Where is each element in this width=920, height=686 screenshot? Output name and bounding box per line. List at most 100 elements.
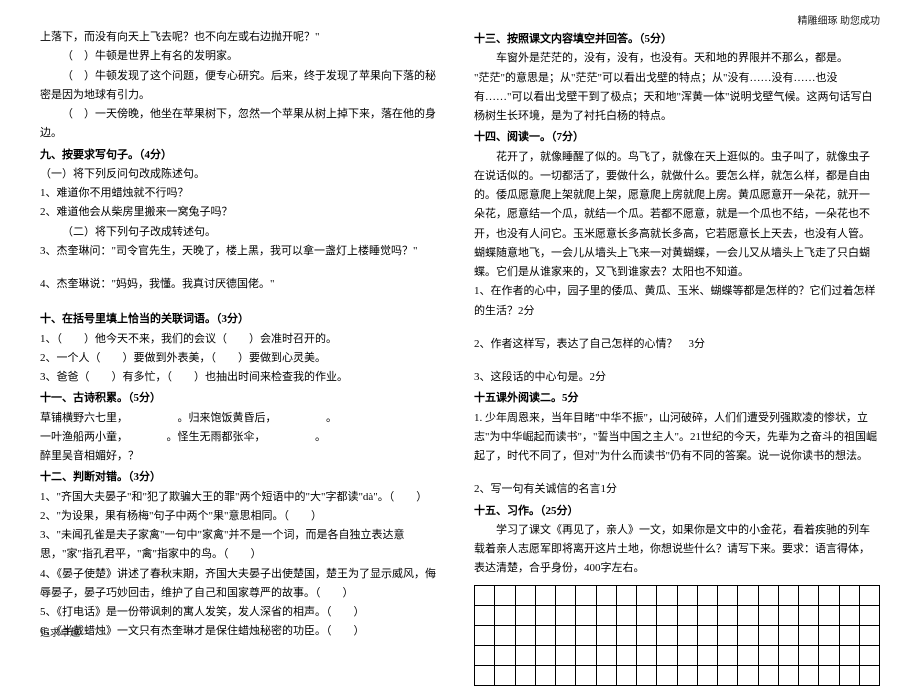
writing-grid-cell — [839, 665, 859, 685]
writing-grid-cell — [515, 585, 535, 605]
section-11-line1: 草铺横野六七里， 。归来饱饭黄昏后， 。 — [40, 409, 446, 428]
section-9-q3: 3、杰奎琳问："司令官先生，天晚了，楼上黑，我可以拿一盏灯上楼睡觉吗？" — [40, 242, 446, 261]
writing-grid-cell — [839, 645, 859, 665]
left-column: 上落下，而没有向天上飞去呢？也不向左或右边抛开呢？" （ ）牛顿是世界上有名的发… — [40, 28, 446, 686]
writing-grid-cell — [616, 585, 636, 605]
writing-grid-cell — [677, 605, 697, 625]
writing-grid-cell — [556, 625, 576, 645]
writing-grid-cell — [596, 645, 616, 665]
writing-grid-cell — [596, 585, 616, 605]
writing-grid-cell — [778, 585, 798, 605]
section-13-p2: "茫茫"的意思是；从"茫茫"可以看出戈壁的特点；从"没有……没有……也没有……"… — [474, 69, 880, 127]
writing-grid-cell — [718, 585, 738, 605]
section-11-line3: 醉里吴音相媚好，？ — [40, 447, 446, 466]
writing-grid-cell — [697, 585, 717, 605]
writing-grid-cell — [799, 665, 819, 685]
section-9-q4: 4、杰奎琳说："妈妈，我懂。我真讨厌德国佬。" — [40, 275, 446, 294]
writing-grid-cell — [819, 585, 839, 605]
writing-grid-cell — [677, 665, 697, 685]
section-15a-title: 十五课外阅读二。5分 — [474, 389, 880, 408]
writing-grid — [474, 585, 880, 686]
writing-grid-cell — [576, 585, 596, 605]
writing-grid-cell — [616, 625, 636, 645]
section-15b-title: 十五、习作。（25分） — [474, 502, 880, 521]
section-9-sub1: （一）将下列反问句改成陈述句。 — [40, 165, 446, 184]
writing-grid-cell — [475, 605, 495, 625]
section-14-q1: 1、在作者的心中，园子里的倭瓜、黄瓜、玉米、蝴蝶等都是怎样的？它们过着怎样的生活… — [474, 282, 880, 321]
writing-grid-cell — [495, 665, 515, 685]
section-12-q4: 4、《晏子使楚》讲述了春秋末期，齐国大夫晏子出使楚国，楚王为了显示威风，侮辱晏子… — [40, 565, 446, 604]
blank-line — [40, 294, 446, 308]
writing-grid-cell — [758, 625, 778, 645]
writing-grid-cell — [596, 625, 616, 645]
writing-grid-cell — [576, 645, 596, 665]
section-12-q3: 3、"未闻孔雀是夫子家禽"一句中"家禽"并不是一个词，而是各自独立表达意思，"家… — [40, 526, 446, 565]
writing-grid-cell — [718, 625, 738, 645]
section-14-q2: 2、作者这样写，表达了自己怎样的心情？ 3分 — [474, 335, 880, 354]
writing-grid-cell — [495, 625, 515, 645]
writing-grid-cell — [657, 625, 677, 645]
writing-grid-cell — [819, 645, 839, 665]
writing-grid-cell — [596, 605, 616, 625]
writing-grid-cell — [475, 645, 495, 665]
writing-grid-cell — [697, 625, 717, 645]
writing-grid-cell — [556, 585, 576, 605]
writing-grid-cell — [576, 605, 596, 625]
right-column: 十三、按照课文内容填空并回答。（5分） 车窗外是茫茫的，没有，没有，也没有。天和… — [474, 28, 880, 686]
section-14-passage: 花开了，就像睡醒了似的。鸟飞了，就像在天上逛似的。虫子叫了，就像虫子在说话似的。… — [474, 148, 880, 283]
writing-grid-cell — [677, 625, 697, 645]
section-12-q5: 5、《打电话》是一份带讽刺的寓人发笑，发人深省的相声。（ ） — [40, 603, 446, 622]
writing-grid-cell — [637, 645, 657, 665]
writing-grid-cell — [738, 665, 758, 685]
section-10-q2: 2、一个人（ ）要做到外表美，（ ）要做到心灵美。 — [40, 349, 446, 368]
writing-grid-cell — [799, 645, 819, 665]
writing-grid-cell — [596, 665, 616, 685]
writing-grid-cell — [819, 665, 839, 685]
writing-grid-cell — [637, 605, 657, 625]
writing-grid-cell — [778, 605, 798, 625]
writing-grid-cell — [839, 585, 859, 605]
writing-grid-cell — [657, 585, 677, 605]
section-14-q3: 3、这段话的中心句是。2分 — [474, 368, 880, 387]
writing-grid-cell — [758, 645, 778, 665]
writing-grid-cell — [718, 605, 738, 625]
section-11-line2: 一叶渔船两小童， 。怪生无雨都张伞， 。 — [40, 428, 446, 447]
section-12-q6: 6、《半截蜡烛》一文只有杰奎琳才是保住蜡烛秘密的功臣。（ ） — [40, 622, 446, 641]
writing-grid-cell — [859, 605, 879, 625]
section-9-title: 九、按要求写句子。（4分） — [40, 146, 446, 165]
writing-grid-cell — [677, 585, 697, 605]
section-10-q1: 1、（ ）他今天不来，我们的会议（ ）会准时召开的。 — [40, 330, 446, 349]
writing-grid-cell — [657, 665, 677, 685]
writing-grid-cell — [819, 605, 839, 625]
writing-grid-cell — [859, 665, 879, 685]
writing-grid-cell — [495, 605, 515, 625]
section-11-title: 十一、古诗积累。（5分） — [40, 389, 446, 408]
section-10-title: 十、在括号里填上恰当的关联词语。（3分） — [40, 310, 446, 329]
writing-grid-cell — [778, 625, 798, 645]
writing-grid-cell — [697, 665, 717, 685]
writing-grid-cell — [556, 605, 576, 625]
writing-grid-cell — [778, 645, 798, 665]
writing-grid-cell — [738, 585, 758, 605]
writing-grid-cell — [576, 665, 596, 685]
two-column-layout: 上落下，而没有向天上飞去呢？也不向左或右边抛开呢？" （ ）牛顿是世界上有名的发… — [40, 28, 880, 686]
writing-grid-cell — [758, 605, 778, 625]
writing-grid-cell — [738, 645, 758, 665]
writing-grid-cell — [799, 625, 819, 645]
blank-line — [474, 321, 880, 335]
writing-grid-cell — [616, 665, 636, 685]
section-12-q1: 1、"齐国大夫晏子"和"犯了欺骗大王的罪"两个短语中的"大"字都读"dà"。（ … — [40, 488, 446, 507]
writing-grid-cell — [475, 625, 495, 645]
section-15a-p1: 1. 少年周恩来，当年目睹"中华不振"，山河破碎，人们们遭受列强欺凌的惨状，立志… — [474, 409, 880, 467]
writing-grid-cell — [515, 605, 535, 625]
blank-item-1: （ ）牛顿是世界上有名的发明家。 — [40, 47, 446, 66]
blank-line — [40, 261, 446, 275]
writing-grid-cell — [839, 625, 859, 645]
writing-grid-cell — [697, 645, 717, 665]
writing-grid-cell — [637, 625, 657, 645]
writing-grid-cell — [515, 645, 535, 665]
writing-grid-cell — [758, 665, 778, 685]
writing-grid-cell — [556, 645, 576, 665]
blank-line — [474, 466, 880, 480]
writing-grid-cell — [718, 665, 738, 685]
